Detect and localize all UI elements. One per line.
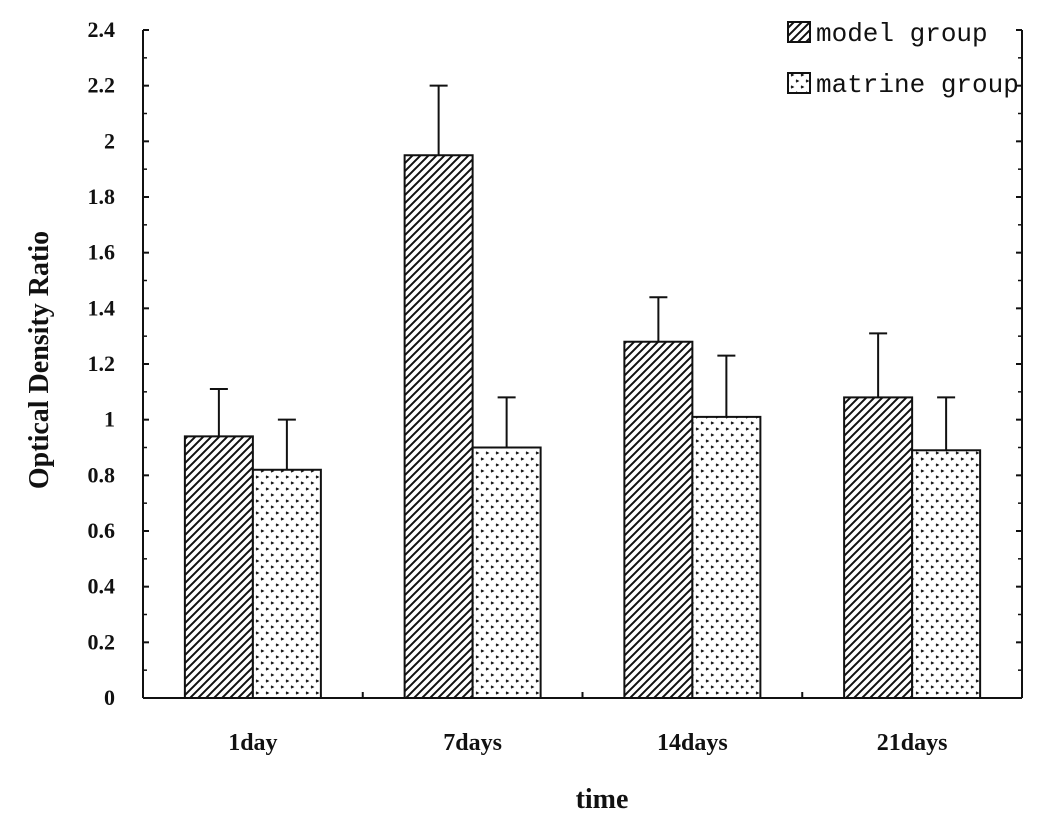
y-tick-label: 1 (104, 407, 115, 432)
legend-label-model-group: model group (816, 19, 988, 49)
bar-matrine-group-7days (471, 446, 542, 699)
x-tick-label: 14days (657, 730, 728, 756)
legend-swatch-matrine-group (787, 72, 811, 94)
y-tick-label: 1.6 (88, 240, 116, 265)
bars (183, 154, 982, 699)
bar-matrine-group-21days (911, 449, 982, 699)
y-tick-label: 2 (104, 128, 115, 153)
x-axis: 1day 7days 14days 21days (228, 692, 947, 756)
x-tick-label: 1day (228, 730, 277, 756)
bar-model-group-21days (843, 396, 914, 699)
y-tick-label: 1.8 (88, 184, 116, 209)
y-tick-label: 0.8 (88, 462, 116, 487)
bar-model-group-14days (623, 340, 694, 699)
y-tick-label: 0.2 (88, 629, 116, 654)
x-axis-title: time (576, 784, 629, 815)
bar-matrine-group-1day (251, 468, 322, 699)
y-axis-title: Optical Density Ratio (24, 231, 55, 489)
legend-swatch-model-group (787, 21, 811, 43)
y-tick-label: 0.4 (88, 574, 116, 599)
bar-model-group-7days (403, 154, 474, 699)
legend: model group matrine group (787, 19, 1019, 100)
y-tick-label: 0 (104, 685, 115, 710)
y-tick-label: 0.6 (88, 518, 116, 543)
y-tick-label: 2.4 (88, 17, 116, 42)
bar-model-group-1day (183, 435, 254, 699)
y-tick-label: 1.4 (88, 295, 116, 320)
y-tick-label: 1.2 (88, 351, 116, 376)
error-bars (209, 84, 956, 470)
legend-label-matrine-group: matrine group (816, 70, 1019, 100)
bar-matrine-group-14days (691, 415, 762, 699)
y-axis: 0 0.2 0.4 0.6 0.8 1 1.2 1.4 1.6 1.8 2 2.2 2.4 (88, 17, 1022, 710)
x-tick-label: 7days (443, 730, 502, 756)
y-tick-label: 2.2 (88, 73, 116, 98)
x-tick-label: 21days (877, 730, 948, 756)
